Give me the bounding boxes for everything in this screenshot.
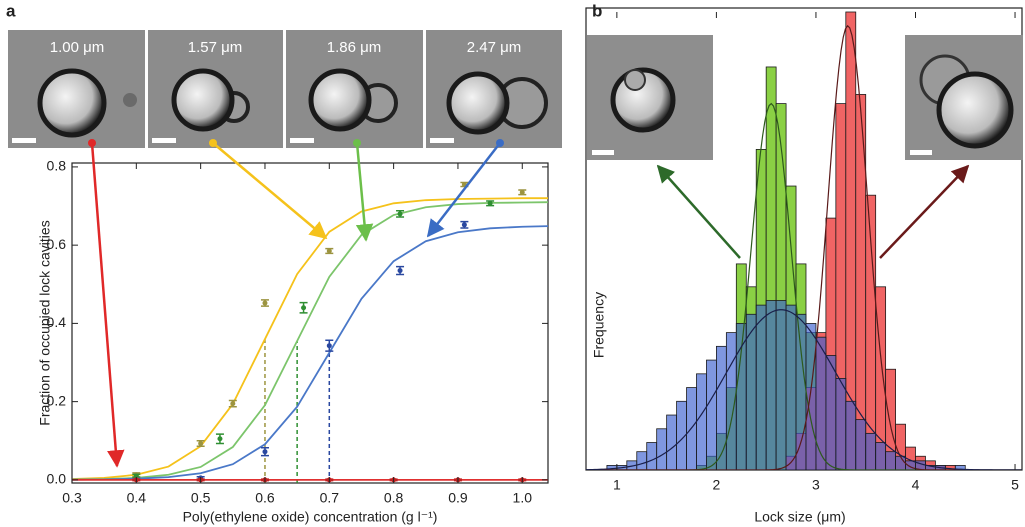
histogram-bar: [954, 465, 966, 470]
x-tick-label: 1: [613, 477, 621, 493]
histogram-bar: [885, 451, 896, 470]
y-axis-label: Fraction of occupied lock cavities: [37, 220, 53, 425]
x-tick-label: 0.8: [384, 490, 404, 506]
y-tick-label: 0.6: [47, 236, 67, 252]
x-tick-label: 0.4: [127, 490, 147, 506]
histogram-bar: [845, 400, 857, 470]
y-tick-label: 0.0: [47, 471, 67, 487]
histogram-bar: [666, 414, 677, 470]
image-label: 1.00 μm: [50, 39, 105, 56]
histogram-bar: [636, 451, 648, 470]
image-label: 1.86 μm: [327, 39, 382, 56]
histogram-bar: [706, 359, 717, 470]
fit-curve: [72, 225, 548, 481]
histogram-bar: [795, 313, 807, 470]
plot-area-a: [72, 181, 548, 483]
histogram-bar: [855, 419, 867, 470]
x-tick-label: 0.9: [448, 490, 468, 506]
histogram-bar: [765, 300, 777, 470]
fit-curve: [586, 24, 1022, 470]
x-tick-label: 0.7: [320, 490, 340, 506]
histogram-bar: [895, 455, 906, 470]
data-point: [326, 343, 332, 349]
histogram-bar: [875, 442, 887, 470]
data-point: [198, 440, 204, 446]
histogram-bar: [865, 432, 877, 470]
data-point: [461, 222, 467, 228]
histogram-bar: [656, 428, 668, 470]
data-point: [217, 436, 223, 442]
data-point: [133, 473, 139, 479]
x-tick-label: 1.0: [513, 490, 533, 506]
y-tick-label: 0.8: [47, 158, 67, 174]
x-tick-label: 2: [713, 477, 721, 493]
histogram-bar: [815, 336, 827, 470]
x-tick-label: 0.3: [62, 490, 82, 506]
plot-frame: [71, 162, 549, 484]
histogram-bar: [785, 304, 797, 470]
y-tick-label: 0.2: [47, 392, 67, 408]
x-axis-label: Lock size (μm): [754, 509, 845, 525]
image-label: 1.57 μm: [188, 39, 243, 56]
data-point: [397, 268, 403, 274]
x-axis-label: Poly(ethylene oxide) concentration (g l⁻…: [183, 509, 438, 525]
x-tick-label: 0.6: [255, 490, 275, 506]
x-tick-label: 0.5: [191, 490, 211, 506]
histogram-bar: [835, 377, 847, 470]
histogram-bar: [825, 355, 837, 470]
histogram-bar: [755, 304, 767, 470]
data-point: [262, 300, 268, 306]
y-tick-label: 0.4: [47, 314, 67, 330]
x-tick-label: 4: [912, 477, 920, 493]
data-point: [326, 248, 332, 254]
data-point: [230, 401, 236, 407]
panel-label: a: [6, 1, 16, 20]
fit-curve: [72, 201, 548, 481]
data-point: [262, 449, 268, 455]
fit-curve: [586, 309, 1022, 470]
data-point: [301, 305, 307, 311]
histogram-bar: [775, 300, 787, 470]
x-tick-label: 5: [1011, 477, 1019, 493]
plot-area-b: [586, 11, 1022, 470]
fit-curve: [586, 102, 1022, 470]
panel-label: b: [592, 1, 602, 20]
data-point: [487, 200, 493, 206]
histogram-bar: [696, 373, 707, 470]
micrographs-b: [587, 35, 1023, 160]
histogram-bar: [716, 345, 727, 470]
fit-curve: [72, 197, 548, 480]
data-point: [519, 189, 525, 195]
image-label: 2.47 μm: [467, 39, 522, 56]
histogram-bar: [646, 442, 658, 470]
x-tick-label: 3: [812, 477, 820, 493]
micrographs-a: [8, 30, 562, 148]
data-point: [397, 211, 403, 217]
y-axis-label: Frequency: [591, 292, 607, 358]
arrows: [88, 139, 970, 468]
